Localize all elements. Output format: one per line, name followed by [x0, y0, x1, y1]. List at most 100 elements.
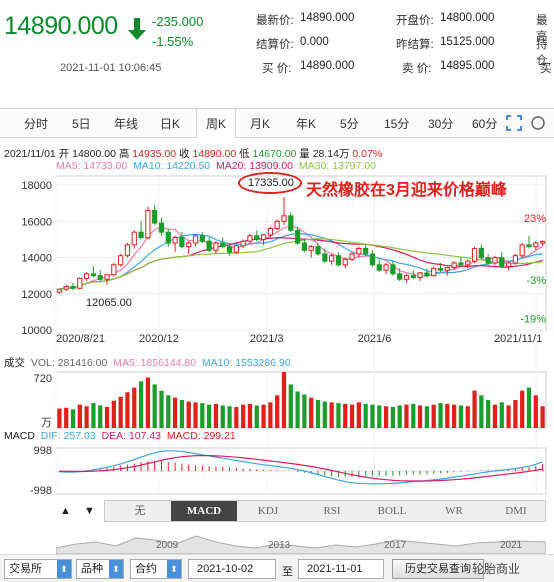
open-label: 开: [58, 148, 70, 160]
peak-label: 17335.00: [248, 177, 294, 189]
overview-year: 2009: [156, 540, 179, 551]
indicator-macd[interactable]: MACD: [171, 501, 237, 521]
volume-bar: [445, 403, 450, 428]
candle-body: [111, 264, 117, 276]
candle-body: [458, 262, 464, 266]
candle-body: [342, 258, 348, 266]
y-tick-label: 10000: [21, 325, 52, 337]
ma10-line: [59, 232, 543, 290]
history-query-button[interactable]: 历史交易查询: [392, 559, 484, 579]
volume-bar: [213, 403, 219, 428]
volume-bar: [132, 387, 137, 428]
overview-year: 2013: [268, 540, 291, 551]
settings-icon[interactable]: [530, 115, 546, 131]
vol-info: 成交 VOL: 281416.00 MA5: 1856144.80 MA10: …: [4, 355, 291, 370]
field-value: 14890.000: [300, 60, 355, 72]
indicator-none[interactable]: 无: [134, 505, 146, 517]
volume-bar: [247, 403, 253, 428]
tab-5min[interactable]: 5分: [340, 117, 359, 131]
candle-body: [356, 247, 362, 255]
volume-bar: [84, 406, 89, 428]
dea-value: DEA: 107.43: [101, 430, 162, 442]
tab-30min[interactable]: 30分: [428, 117, 454, 131]
kline-chart[interactable]: 180001600014000120001000023%-3%-19%2020/…: [0, 172, 554, 544]
fullscreen-icon[interactable]: [506, 115, 522, 131]
tab-year-line[interactable]: 年线: [114, 117, 139, 131]
indicator-dmi[interactable]: DMI: [505, 505, 527, 517]
high-value: 14935.00: [132, 148, 177, 160]
candle-body: [397, 273, 403, 280]
candle-body: [77, 277, 83, 289]
candle-body: [199, 235, 205, 242]
macd-tick-label: -998: [30, 485, 52, 497]
candle-body: [294, 229, 301, 244]
candle-body: [240, 240, 246, 247]
vol-ma5: MA5: 1856144.80: [113, 357, 197, 369]
tab-week-k[interactable]: 周K: [196, 109, 236, 139]
candle-body: [505, 262, 512, 268]
low-annotation: 12065.00: [86, 297, 132, 309]
ma10-label: MA10: 14220.50: [133, 160, 211, 172]
tab-year-k[interactable]: 年K: [296, 117, 317, 131]
volume-bar: [207, 404, 212, 428]
vol-title: 成交: [4, 357, 25, 369]
volume-bar: [254, 405, 259, 428]
candle-body: [84, 273, 90, 279]
macd-tick-label: 998: [34, 445, 52, 457]
volume-bar: [234, 407, 239, 428]
volume-bar: [377, 405, 382, 428]
exchange-select[interactable]: 交易所 ⬍: [4, 559, 72, 579]
tab-15min[interactable]: 15分: [384, 117, 410, 131]
volume-bar: [275, 395, 280, 428]
macd-dea-line: [59, 455, 543, 482]
field-label: 买: [540, 63, 552, 75]
volume-bar: [343, 403, 348, 428]
volume-bar: [186, 401, 191, 428]
candle-body: [165, 231, 171, 244]
ma20-label: MA20: 13909.00: [215, 160, 294, 172]
ma30-line: [59, 238, 543, 290]
candle-body: [512, 255, 518, 264]
volume-bar: [349, 404, 355, 428]
field-value: 15125.000: [440, 36, 495, 48]
volume-bar: [77, 404, 82, 428]
tab-60min[interactable]: 60分: [472, 117, 498, 131]
overview-chart[interactable]: [56, 524, 546, 554]
indicator-wr[interactable]: WR: [445, 505, 463, 517]
indicator-kdj[interactable]: KDJ: [257, 505, 279, 517]
indicator-rsi[interactable]: RSI: [323, 505, 341, 517]
tab-5day[interactable]: 5日: [72, 117, 91, 131]
ohlc-info: 2021/11/01 开 14800.00 高 14935.00 收 14890…: [4, 146, 382, 161]
price-change: -235.000: [152, 14, 204, 29]
vol-tick-label: 万: [41, 417, 52, 429]
volume-bar: [268, 402, 273, 428]
product-select[interactable]: 品种 ⬍: [76, 559, 124, 579]
price-change-pct: -1.55%: [152, 34, 194, 49]
indicator-bar: 无 MACD KDJ RSI BOLL WR DMI: [104, 500, 546, 522]
prev-arrow-icon[interactable]: ▲: [60, 505, 71, 517]
volume-bar: [486, 400, 491, 428]
peak-circle: [238, 172, 302, 194]
candle-body: [152, 209, 158, 224]
amount-value: 28.14万: [312, 148, 350, 160]
candle-body: [220, 242, 226, 248]
volume-bar: [179, 400, 185, 428]
down-arrow-icon: [128, 18, 146, 40]
tab-day-k[interactable]: 日K: [160, 117, 181, 131]
tab-minute[interactable]: 分时: [24, 117, 49, 131]
candle-body: [478, 247, 484, 259]
contract-select[interactable]: 合约 ⬍: [130, 559, 182, 579]
last-price: 14890.000: [4, 12, 118, 40]
volume-bar: [540, 406, 545, 428]
to-date-input[interactable]: 2021-11-01: [298, 559, 384, 579]
next-arrow-icon[interactable]: ▼: [84, 505, 95, 517]
candle-body: [118, 255, 124, 266]
volume-bar: [336, 403, 341, 428]
volume-bar: [513, 400, 518, 428]
quote-time: 2021-11-01 10:06:45: [60, 62, 162, 74]
indicator-boll[interactable]: BOLL: [377, 505, 407, 517]
volume-bar: [91, 403, 96, 428]
candle-body: [131, 231, 137, 246]
tab-month-k[interactable]: 月K: [250, 117, 271, 131]
from-date-input[interactable]: 2021-10-02: [188, 559, 276, 579]
